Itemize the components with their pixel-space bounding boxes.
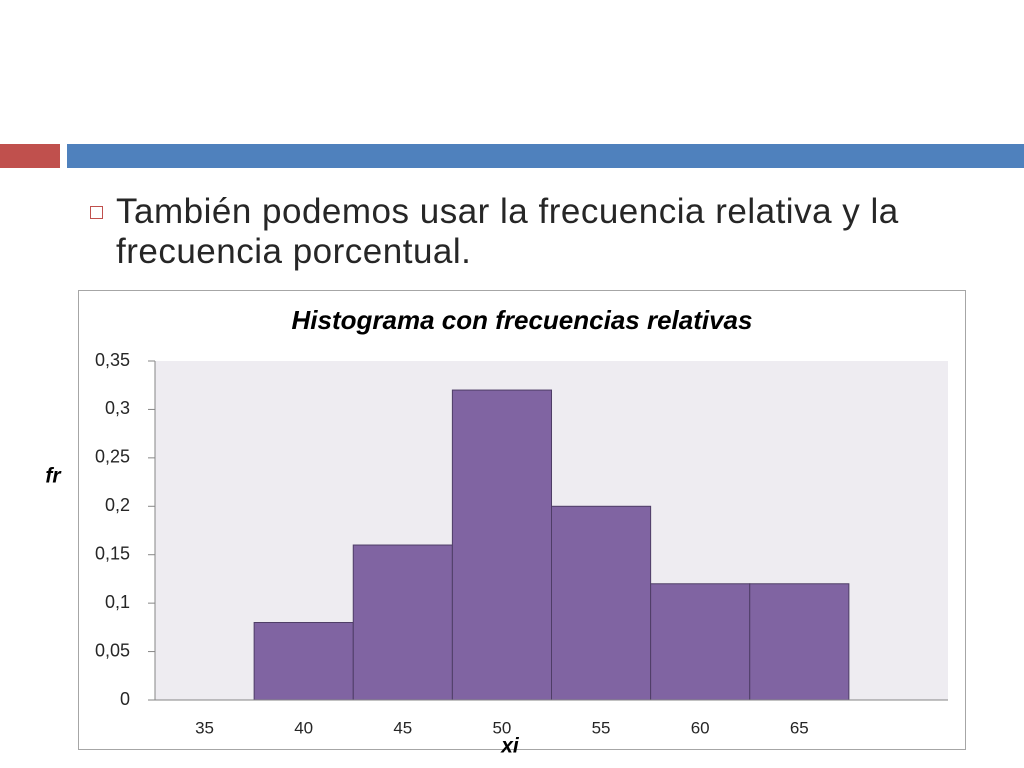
y-tick-label: 0,35 (95, 350, 130, 370)
header-accent-blue-bar (67, 144, 1024, 168)
bars-layer (253, 389, 850, 701)
header-accent-red-bar (0, 144, 60, 168)
x-tick-label: 65 (790, 718, 809, 737)
y-tick-label: 0,2 (105, 495, 130, 515)
y-tick-label: 0,1 (105, 592, 130, 612)
histogram-bar-55 (551, 505, 652, 701)
histogram-bar-60 (650, 583, 751, 701)
histogram-bar-65 (749, 583, 850, 701)
y-axis-label: fr (45, 465, 62, 488)
x-tick-label: 60 (691, 718, 710, 737)
y-tick-label: 0,25 (95, 447, 130, 467)
x-tick-label: 50 (492, 718, 511, 737)
bullet-text: También podemos usar la frecuencia relat… (116, 192, 899, 271)
y-tick-label: 0,15 (95, 543, 130, 563)
histogram-bar-40 (253, 622, 354, 701)
axes-layer (148, 360, 948, 701)
hollow-square-bullet-icon (90, 206, 103, 219)
y-tick-label: 0,05 (95, 640, 130, 660)
histogram-bar-50 (451, 389, 553, 701)
x-tick-label: 35 (195, 718, 214, 737)
x-tick-label: 55 (592, 718, 611, 737)
x-tick-label: 40 (294, 718, 313, 737)
tick-labels-layer: 0 0,05 0,1 0,15 0,2 0,25 0,3 0,35 35 40 45 50 55 60 65 (95, 350, 809, 738)
chart-title: Histograma con frecuencias relativas (292, 305, 753, 335)
y-tick-label: 0,3 (105, 398, 130, 418)
histogram-bar-45 (352, 544, 453, 701)
x-axis-label: xi (500, 735, 520, 758)
x-tick-label: 45 (393, 718, 412, 737)
y-tick-label: 0 (120, 689, 130, 709)
